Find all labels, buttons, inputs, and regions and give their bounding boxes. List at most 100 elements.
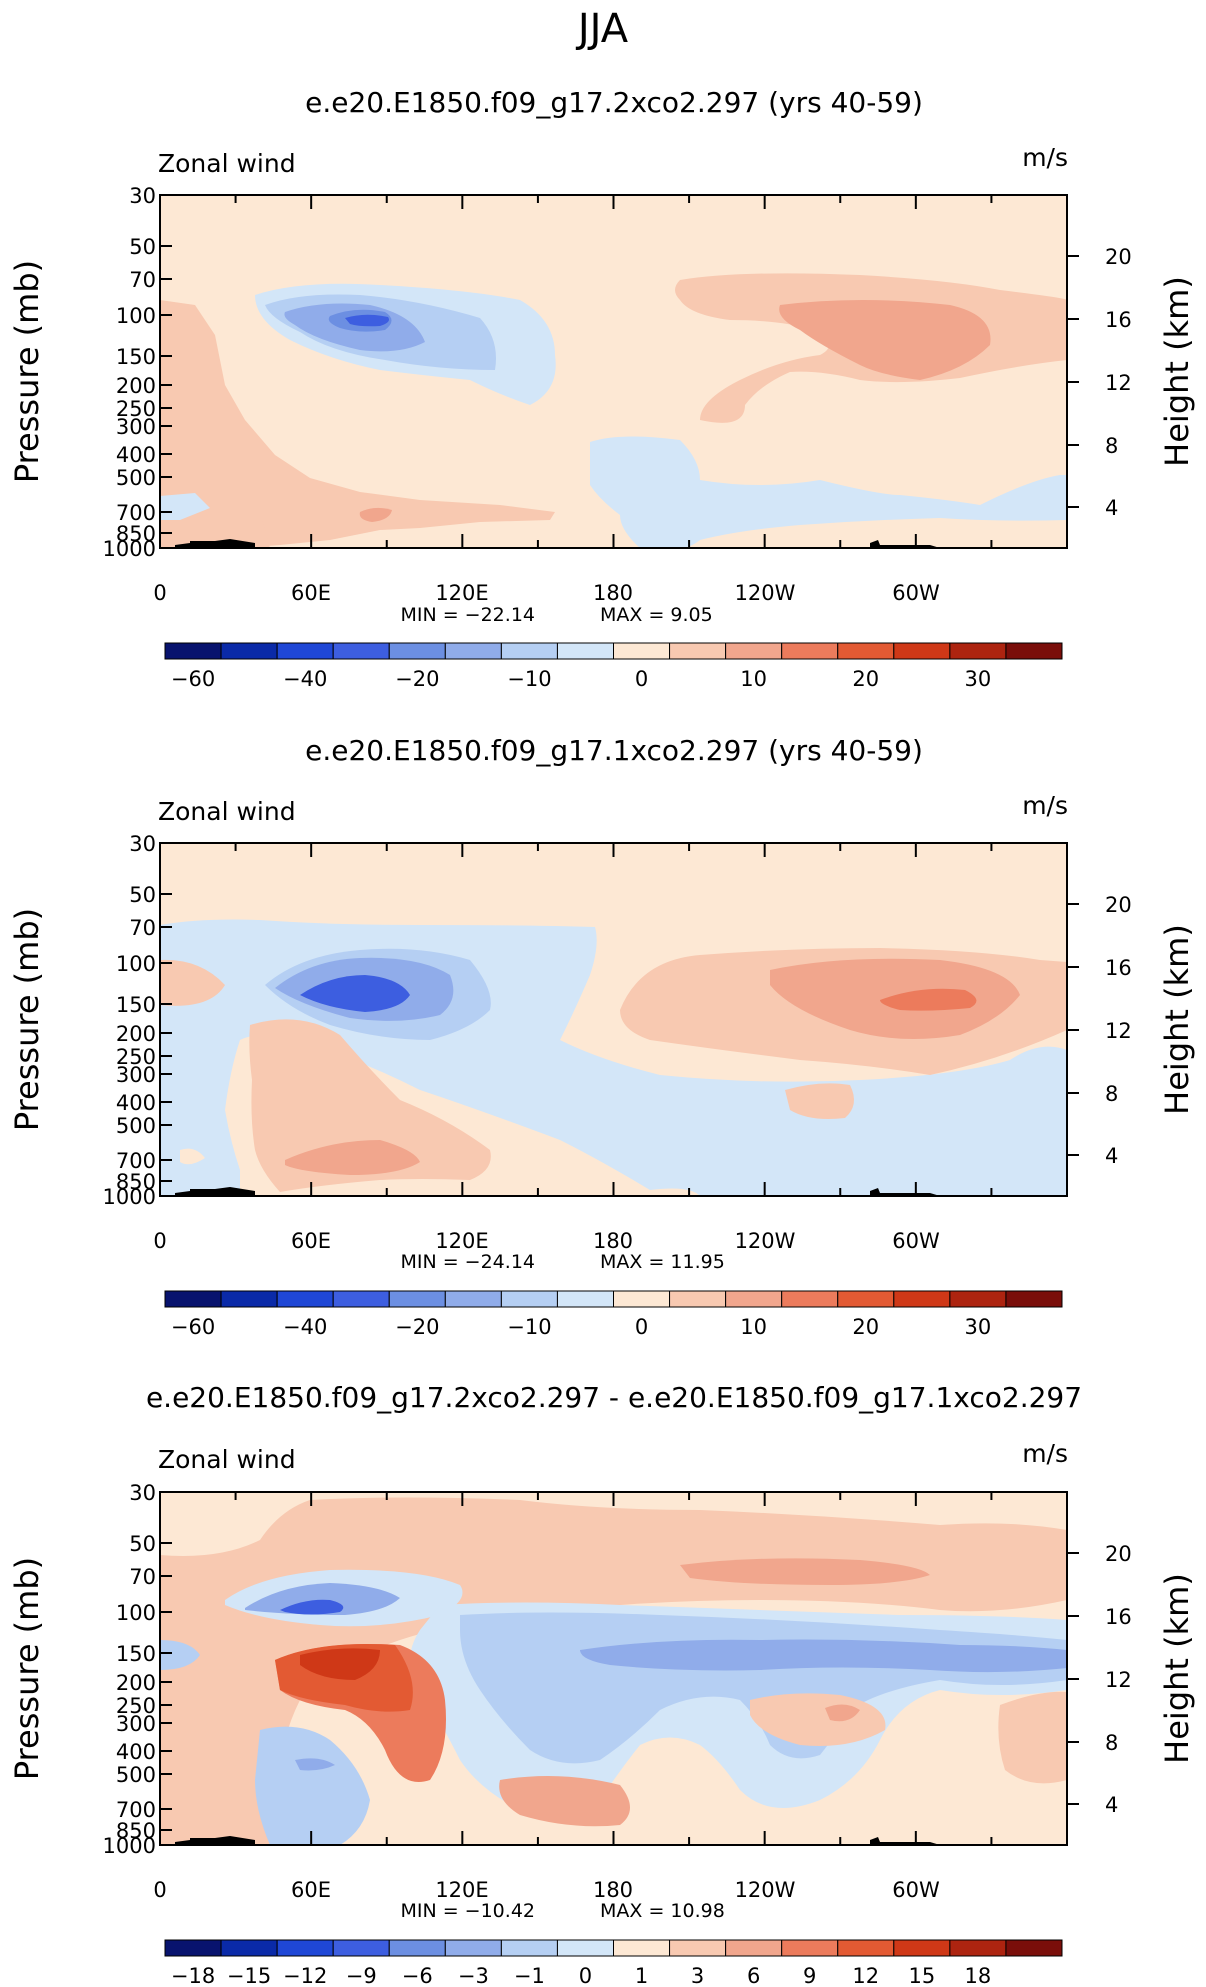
panel-2-min-label: MIN = −24.14: [400, 1251, 535, 1273]
panel-3-x-tick-label: 120E: [435, 1878, 488, 1902]
panel-3-colorbar-label: −3: [458, 1964, 489, 1987]
panel-3-colorbar-segment: [1005, 1939, 1063, 1957]
panel-3-height-tick-label: 8: [1105, 1731, 1118, 1755]
panel-3-positive-core-center: [300, 1648, 380, 1680]
panel-2-colorbar-label: −60: [171, 1315, 215, 1339]
panel-1-pressure-tick-label: 70: [129, 268, 156, 292]
panel-2-colorbar-label: 30: [965, 1315, 992, 1339]
panel-2-pressure-tick-label: 1000: [103, 1185, 156, 1209]
panel-2-height-tick-label: 12: [1105, 1019, 1132, 1043]
panel-2-pressure-tick-label: 100: [116, 952, 156, 976]
panel-1-x-tick-label: 120E: [435, 581, 488, 605]
panel-3-x-tick-label: 60W: [892, 1878, 940, 1902]
panel-2-colorbar-segment: [388, 1290, 446, 1308]
panel-3-height-tick-label: 16: [1105, 1605, 1132, 1629]
panel-1-topography-right: [870, 540, 940, 548]
panel-2-pressure-tick-label: 250: [116, 1045, 156, 1069]
panel-3-colorbar-segment: [725, 1939, 783, 1957]
panel-1-pressure-tick-label: 100: [116, 304, 156, 328]
panel-3-pressure-tick-label: 850: [116, 1819, 156, 1843]
panel-1-tropical-positive-band: [160, 305, 270, 548]
panel-1-y2label: Height (km): [1158, 276, 1196, 467]
panel-3-colorbar-label: 6: [747, 1964, 760, 1987]
panel-2-x-tick-label: 60E: [291, 1229, 331, 1253]
panel-3-colorbar-segment: [949, 1939, 1007, 1957]
panel-3-colorbar-label: 9: [803, 1964, 816, 1987]
panel-1-colorbar-segment: [500, 642, 558, 660]
panel-1-colorbar-label: −40: [283, 667, 327, 691]
panel-2-colorbar-segment: [332, 1290, 390, 1308]
panel-3-topography-right: [870, 1837, 940, 1845]
page-title: JJA: [575, 6, 629, 52]
panel-3-colorbar-segment: [613, 1939, 671, 1957]
panel-2-height-tick-label: 8: [1105, 1082, 1118, 1106]
panel-3-y2label: Height (km): [1158, 1573, 1196, 1764]
panel-2-colorbar-label: −40: [283, 1315, 327, 1339]
panel-1-colorbar-segment: [556, 642, 614, 660]
panel-3-upper-positive-band: [680, 1558, 930, 1585]
panel-3-max-label: MAX = 10.98: [600, 1900, 725, 1922]
panel-2-height-tick-label: 20: [1105, 893, 1132, 917]
panel-1-colorbar-segment: [220, 642, 278, 660]
panel-1-colorbar-segment: [444, 642, 502, 660]
panel-2-ylabel: Pressure (mb): [8, 908, 46, 1131]
panel-1-colorbar-segment: [276, 642, 334, 660]
panel-1-colorbar-label: 30: [965, 667, 992, 691]
panel-3-colorbar-label: −12: [283, 1964, 327, 1987]
panel-1-height-tick-label: 16: [1105, 308, 1132, 332]
panel-2-height-tick-label: 16: [1105, 956, 1132, 980]
panel-1-colorbar-label: 10: [740, 667, 767, 691]
panel-1-x-tick-label: 180: [593, 581, 633, 605]
panel-3-x-tick-label: 180: [593, 1878, 633, 1902]
panel-2-colorbar-segment: [669, 1290, 727, 1308]
panel-1-pressure-tick-label: 500: [116, 466, 156, 490]
panel-2-pressure-tick-label: 30: [129, 832, 156, 856]
panel-1-pressure-tick-label: 50: [129, 235, 156, 259]
panel-3-colorbar-segment: [893, 1939, 951, 1957]
panel-1-colorbar-segment: [949, 642, 1007, 660]
panel-3-colorbar-label: −1: [514, 1964, 545, 1987]
panel-2-pressure-tick-label: 850: [116, 1170, 156, 1194]
panel-1-pressure-tick-label: 250: [116, 397, 156, 421]
panel-1-pressure-tick-label: 400: [116, 443, 156, 467]
panel-2-colorbar-segment: [444, 1290, 502, 1308]
panel-1-height-tick-label: 4: [1105, 496, 1118, 520]
panel-1-pressure-tick-label: 850: [116, 522, 156, 546]
panel-3: e.e20.E1850.f09_g17.2xco2.297 - e.e20.E1…: [8, 1381, 1196, 1987]
panel-3-title: e.e20.E1850.f09_g17.2xco2.297 - e.e20.E1…: [146, 1381, 1082, 1414]
panel-3-lower-positive-patch: [499, 1776, 630, 1827]
panel-1-plot-area: [160, 195, 1067, 548]
panel-3-colorbar-label: 12: [852, 1964, 879, 1987]
panel-3-colorbar-segment: [332, 1939, 390, 1957]
panel-2-topography-right: [870, 1188, 940, 1196]
panel-3-min-label: MIN = −10.42: [400, 1900, 535, 1922]
panel-3-pressure-tick-label: 70: [129, 1565, 156, 1589]
panel-2-colorbar-label: −20: [395, 1315, 439, 1339]
panel-1: e.e20.E1850.f09_g17.2xco2.297 (yrs 40-59…: [8, 86, 1196, 691]
panel-2-x-tick-label: 0: [153, 1229, 166, 1253]
panel-2-pressure-tick-label: 200: [116, 1022, 156, 1046]
panel-2-negative-jet-core: [300, 975, 410, 1012]
panel-3-pressure-tick-label: 300: [116, 1712, 156, 1736]
panel-2-colorbar-label: 0: [635, 1315, 648, 1339]
panel-2-pressure-tick-label: 300: [116, 1063, 156, 1087]
panel-2-colorbar-segment: [893, 1290, 951, 1308]
panel-2-colorbar-segment: [725, 1290, 783, 1308]
panel-2-lower-positive-core: [285, 1140, 420, 1175]
panel-3-colorbar-segment: [500, 1939, 558, 1957]
panel-1-colorbar-segment: [669, 642, 727, 660]
panel-2-x-tick-label: 60W: [892, 1229, 940, 1253]
panel-1-pressure-tick-label: 200: [116, 374, 156, 398]
panel-3-x-tick-label: 0: [153, 1878, 166, 1902]
panel-2-colorbar-segment: [220, 1290, 278, 1308]
panel-3-colorbar-segment: [220, 1939, 278, 1957]
panel-1-pressure-tick-label: 700: [116, 501, 156, 525]
panel-1-x-tick-label: 0: [153, 581, 166, 605]
panel-1-negative-jet-core: [345, 314, 389, 327]
panel-1-small-positive-core: [359, 507, 392, 522]
panel-1-colorbar-segment: [781, 642, 839, 660]
panel-2-edge-positive-patch: [160, 959, 225, 1006]
panel-3-plot-area: [160, 1492, 1067, 1845]
